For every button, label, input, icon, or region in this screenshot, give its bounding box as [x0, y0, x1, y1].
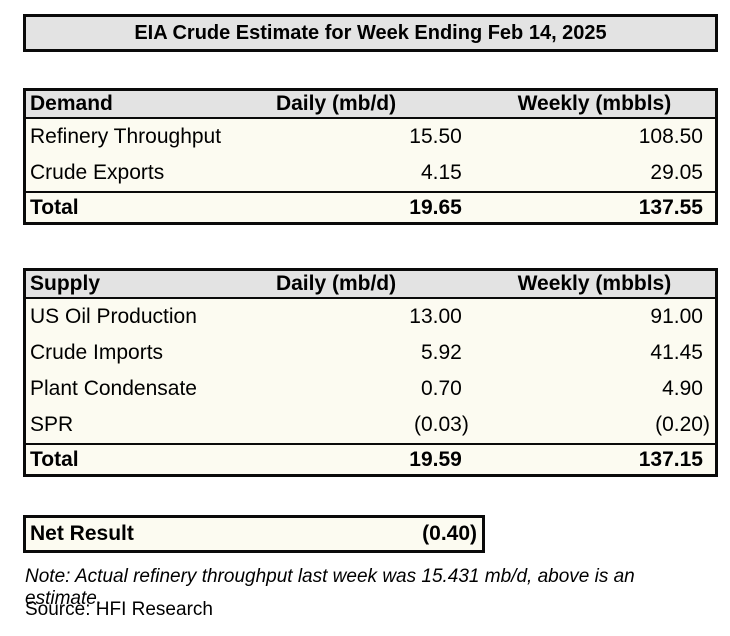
total-weekly-value: 137.15 — [638, 447, 703, 471]
table-row: US Oil Production 13.00 91.00 — [26, 299, 715, 335]
row-label: SPR — [30, 413, 74, 436]
row-daily-value: 15.50 — [409, 125, 462, 148]
net-result-label: Net Result — [30, 522, 134, 545]
row-daily-value: 0.70 — [420, 377, 462, 400]
row-label: Plant Condensate — [30, 377, 197, 400]
row-weekly-value: (0.20) — [655, 413, 710, 436]
row-daily-value: 5.92 — [420, 341, 462, 364]
row-weekly-value: 29.05 — [650, 161, 703, 184]
demand-header-label: Demand — [30, 92, 113, 115]
table-row: Refinery Throughput 15.50 108.50 — [26, 119, 715, 155]
total-daily-value: 19.65 — [409, 195, 462, 219]
supply-header-weekly: Weekly (mbbls) — [517, 272, 672, 295]
demand-header-row: Demand Daily (mb/d) Weekly (mbbls) — [26, 91, 715, 119]
row-daily-value: 4.15 — [420, 161, 462, 184]
supply-header-label: Supply — [30, 272, 101, 295]
supply-total-row: Total 19.59 137.15 — [26, 443, 715, 474]
total-label: Total — [30, 195, 79, 219]
total-daily-value: 19.59 — [409, 447, 462, 471]
table-row: Crude Imports 5.92 41.45 — [26, 335, 715, 371]
title-box: EIA Crude Estimate for Week Ending Feb 1… — [23, 14, 718, 52]
row-daily-value: (0.03) — [413, 413, 469, 436]
total-weekly-value: 137.55 — [638, 195, 703, 219]
table-row: Crude Exports 4.15 29.05 — [26, 155, 715, 191]
demand-total-row: Total 19.65 137.55 — [26, 191, 715, 222]
row-label: Refinery Throughput — [30, 125, 222, 148]
page-title: EIA Crude Estimate for Week Ending Feb 1… — [134, 21, 607, 44]
supply-table: Supply Daily (mb/d) Weekly (mbbls) US Oi… — [23, 268, 718, 477]
row-weekly-value: 91.00 — [650, 305, 703, 328]
note-text: Note: Actual refinery throughput last we… — [25, 566, 635, 609]
row-label: Crude Imports — [30, 341, 164, 364]
row-weekly-value: 108.50 — [638, 125, 703, 148]
net-result-value: (0.40) — [422, 522, 477, 545]
total-label: Total — [30, 447, 79, 471]
source-text: Source: HFI Research — [25, 599, 213, 620]
row-weekly-value: 41.45 — [650, 341, 703, 364]
supply-header-row: Supply Daily (mb/d) Weekly (mbbls) — [26, 271, 715, 299]
row-label: Crude Exports — [30, 161, 165, 184]
demand-header-weekly: Weekly (mbbls) — [517, 92, 672, 115]
row-label: US Oil Production — [30, 305, 197, 328]
demand-table: Demand Daily (mb/d) Weekly (mbbls) Refin… — [23, 88, 718, 225]
row-weekly-value: 4.90 — [662, 377, 703, 400]
supply-header-daily: Daily (mb/d) — [275, 272, 397, 295]
demand-header-daily: Daily (mb/d) — [275, 92, 397, 115]
net-result-box: Net Result (0.40) — [23, 515, 485, 553]
table-row: SPR (0.03) (0.20) — [26, 407, 715, 443]
table-row: Plant Condensate 0.70 4.90 — [26, 371, 715, 407]
row-daily-value: 13.00 — [409, 305, 462, 328]
